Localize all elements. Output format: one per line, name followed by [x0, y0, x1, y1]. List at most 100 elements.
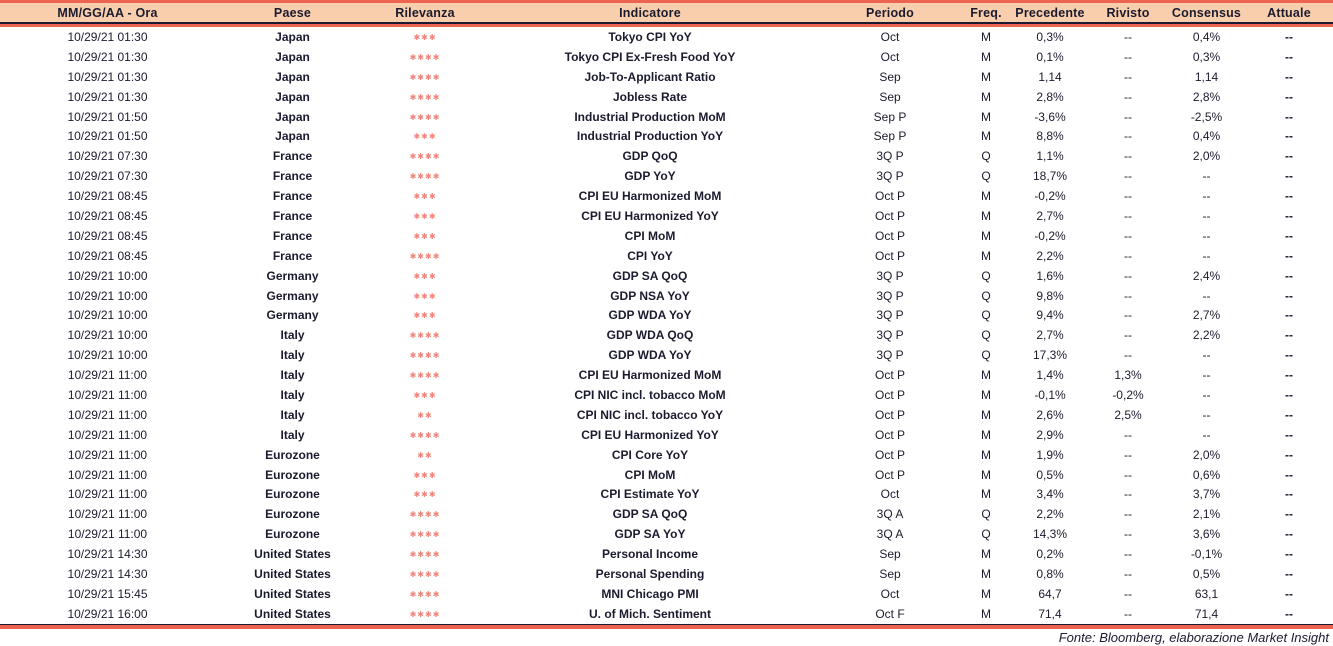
row-consensus: --	[1202, 427, 1211, 442]
relevance-stars-icon: ✱✱✱✱	[409, 152, 441, 162]
row-previous: 1,6%	[1036, 268, 1064, 283]
row-previous: 0,3%	[1036, 29, 1064, 44]
row-consensus: 0,3%	[1192, 49, 1221, 64]
row-period: 3Q P	[876, 328, 904, 343]
row-period: Oct	[880, 487, 900, 502]
table-row: 10/29/21 14:30 United States ✱✱✱✱ Personal …	[0, 544, 1333, 564]
row-actual: --	[1285, 348, 1293, 363]
row-period: 3Q P	[876, 169, 904, 184]
relevance-stars-icon: ✱✱✱✱	[409, 72, 441, 82]
table-row: 10/29/21 14:30 United States ✱✱✱✱ Personal …	[0, 564, 1333, 584]
row-country: Eurozone	[265, 487, 320, 502]
column-header-previous: Precedente	[1015, 5, 1085, 20]
row-country: Germany	[266, 288, 319, 303]
row-datetime: 10/29/21 10:00	[67, 268, 148, 283]
row-country: Japan	[275, 89, 310, 104]
table-row: 10/29/21 01:30 Japan ✱✱✱✱ Job-To-Applicant …	[0, 67, 1333, 87]
row-actual: --	[1285, 268, 1293, 283]
row-period: Oct F	[875, 606, 905, 621]
row-country: Italy	[280, 427, 305, 442]
row-actual: --	[1285, 29, 1293, 44]
row-previous: 1,9%	[1036, 447, 1064, 462]
row-country: United States	[254, 566, 331, 581]
row-datetime: 10/29/21 07:30	[67, 149, 148, 164]
row-previous: 18,7%	[1032, 169, 1068, 184]
row-consensus: 2,0%	[1192, 447, 1221, 462]
row-country: Germany	[266, 268, 319, 283]
row-country: Italy	[280, 387, 305, 402]
row-actual: --	[1285, 387, 1293, 402]
row-previous: 1,1%	[1036, 149, 1064, 164]
row-datetime: 10/29/21 14:30	[67, 547, 148, 562]
row-previous: 0,5%	[1036, 467, 1064, 482]
row-datetime: 10/29/21 08:45	[67, 228, 148, 243]
row-datetime: 10/29/21 11:00	[67, 507, 148, 522]
relevance-stars-icon: ✱✱✱	[413, 490, 437, 500]
row-indicator: CPI NIC incl. tobacco YoY	[576, 407, 724, 422]
row-datetime: 10/29/21 01:30	[67, 29, 148, 44]
row-indicator: Jobless Rate	[612, 89, 688, 104]
row-period: 3Q A	[876, 527, 904, 542]
row-actual: --	[1285, 109, 1293, 124]
row-revised: --	[1124, 308, 1132, 323]
row-period: Sep P	[873, 129, 907, 144]
relevance-stars-icon: ✱✱✱✱	[409, 589, 441, 599]
relevance-stars-icon: ✱✱✱	[413, 231, 437, 241]
row-datetime: 10/29/21 11:00	[67, 527, 148, 542]
row-previous: 9,4%	[1036, 308, 1064, 323]
row-datetime: 10/29/21 11:00	[67, 427, 148, 442]
row-country: Japan	[275, 29, 310, 44]
row-indicator: CPI EU Harmonized YoY	[581, 427, 719, 442]
row-country: France	[272, 248, 313, 263]
row-indicator: MNI Chicago PMI	[601, 586, 699, 601]
relevance-stars-icon: ✱✱✱	[413, 271, 437, 281]
row-indicator: Personal Income	[601, 547, 699, 562]
row-period: Oct P	[874, 248, 905, 263]
row-indicator: Tokyo CPI YoY	[608, 29, 692, 44]
row-period: Sep	[879, 69, 901, 84]
row-country: Italy	[280, 348, 305, 363]
table-row: 10/29/21 10:00 Germany ✱✱✱ GDP NSA YoY 3Q P Q…	[0, 286, 1333, 306]
relevance-stars-icon: ✱✱✱✱	[409, 550, 441, 560]
row-previous: 0,1%	[1036, 49, 1064, 64]
row-freq: M	[981, 49, 991, 64]
row-previous: 2,7%	[1036, 328, 1064, 343]
relevance-stars-icon: ✱✱✱	[413, 390, 437, 400]
row-datetime: 10/29/21 10:00	[67, 308, 148, 323]
row-consensus: --	[1202, 208, 1211, 223]
relevance-stars-icon: ✱✱✱✱	[409, 430, 441, 440]
row-freq: M	[981, 606, 991, 621]
row-revised: --	[1124, 527, 1132, 542]
row-indicator: Personal Spending	[595, 566, 705, 581]
row-country: France	[272, 228, 313, 243]
row-previous: 2,7%	[1036, 208, 1064, 223]
row-period: 3Q P	[876, 308, 904, 323]
row-consensus: 3,7%	[1192, 487, 1221, 502]
relevance-stars-icon: ✱✱✱✱	[409, 251, 441, 261]
row-revised: --	[1124, 109, 1132, 124]
row-datetime: 10/29/21 07:30	[67, 169, 148, 184]
table-row: 10/29/21 08:45 France ✱✱✱✱ CPI YoY Oct P M 2,2…	[0, 246, 1333, 266]
row-datetime: 10/29/21 01:30	[67, 89, 148, 104]
row-consensus: 71,4	[1194, 606, 1219, 621]
row-revised: --	[1124, 606, 1132, 621]
table-row: 10/29/21 08:45 France ✱✱✱ CPI MoM Oct P M -0,2…	[0, 226, 1333, 246]
row-freq: M	[981, 109, 991, 124]
row-previous: 2,6%	[1036, 407, 1064, 422]
row-consensus: 0,4%	[1192, 29, 1221, 44]
row-freq: M	[981, 586, 991, 601]
relevance-stars-icon: ✱✱✱	[413, 32, 437, 42]
row-previous: 1,14	[1038, 69, 1062, 84]
row-freq: M	[981, 487, 991, 502]
row-period: Oct P	[874, 368, 905, 383]
row-freq: M	[981, 29, 991, 44]
row-indicator: U. of Mich. Sentiment	[588, 606, 711, 621]
row-actual: --	[1285, 606, 1293, 621]
row-datetime: 10/29/21 11:00	[67, 368, 148, 383]
row-consensus: --	[1202, 348, 1211, 363]
row-indicator: CPI NIC incl. tobacco MoM	[574, 387, 726, 402]
row-period: 3Q P	[876, 348, 904, 363]
row-datetime: 10/29/21 10:00	[67, 328, 148, 343]
relevance-stars-icon: ✱✱✱✱	[409, 112, 441, 122]
row-freq: Q	[981, 527, 991, 542]
